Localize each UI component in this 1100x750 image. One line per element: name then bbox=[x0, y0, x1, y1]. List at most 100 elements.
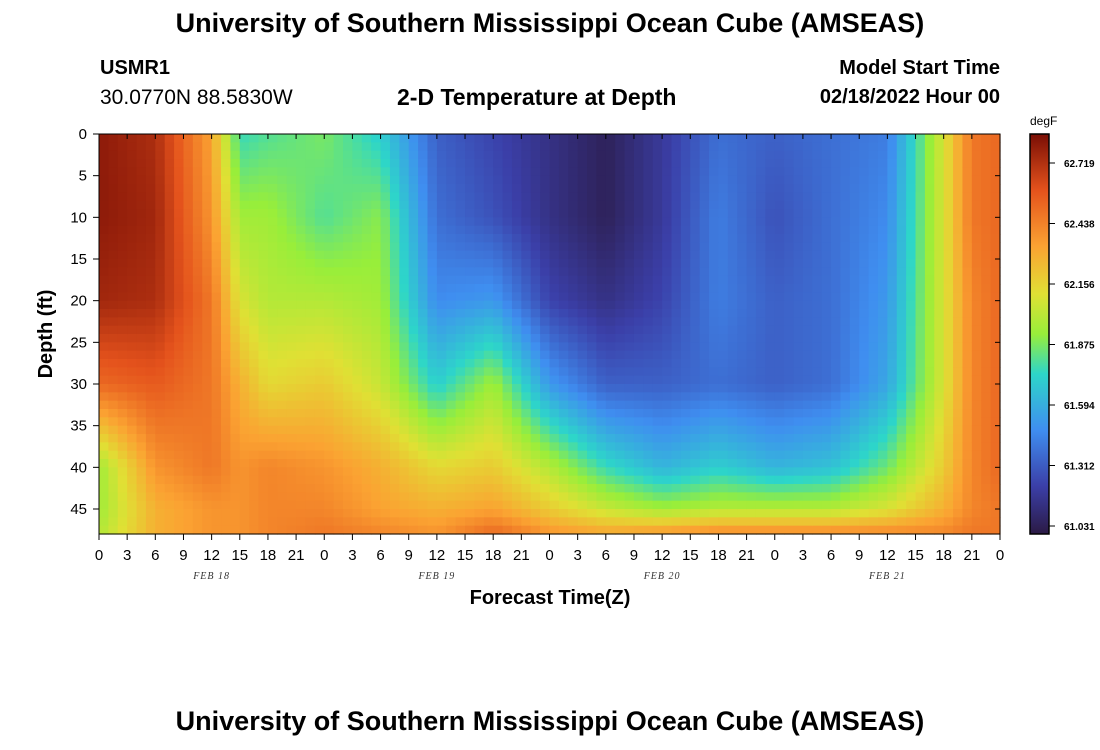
heatmap-cell bbox=[436, 359, 447, 368]
heatmap-cell bbox=[587, 359, 598, 368]
heatmap-cell bbox=[924, 350, 935, 360]
heatmap-cell bbox=[727, 175, 738, 185]
heatmap-cell bbox=[305, 417, 316, 427]
heatmap-cell bbox=[164, 384, 175, 393]
heatmap-cell bbox=[183, 242, 194, 252]
heatmap-cell bbox=[774, 134, 785, 143]
heatmap-cell bbox=[568, 425, 579, 435]
heatmap-cell bbox=[361, 375, 372, 385]
heatmap-cell bbox=[652, 250, 663, 260]
heatmap-cell bbox=[718, 200, 729, 210]
heatmap-cell bbox=[568, 267, 579, 277]
heatmap-cell bbox=[511, 459, 522, 468]
heatmap-cell bbox=[915, 242, 926, 252]
heatmap-cell bbox=[896, 417, 907, 427]
heatmap-cell bbox=[202, 317, 213, 327]
heatmap-cell bbox=[164, 217, 175, 227]
heatmap-cell bbox=[521, 167, 532, 177]
heatmap-cell bbox=[943, 309, 954, 318]
heatmap-cell bbox=[605, 434, 616, 443]
heatmap-cell bbox=[446, 217, 457, 227]
heatmap-cell bbox=[962, 384, 973, 393]
heatmap-cell bbox=[652, 359, 663, 368]
heatmap-cell bbox=[483, 292, 494, 302]
heatmap-cell bbox=[474, 184, 485, 193]
heatmap-cell bbox=[502, 500, 513, 510]
heatmap-cell bbox=[493, 367, 504, 377]
heatmap-cell bbox=[746, 300, 757, 310]
heatmap-cell bbox=[361, 150, 372, 160]
heatmap-cell bbox=[221, 517, 231, 527]
heatmap-cell bbox=[624, 434, 635, 443]
heatmap-cell bbox=[530, 242, 541, 252]
heatmap-cell bbox=[145, 242, 156, 252]
heatmap-cell bbox=[361, 167, 372, 177]
heatmap-cell bbox=[183, 209, 194, 218]
x-tick-label: 18 bbox=[485, 547, 502, 564]
heatmap-cell bbox=[924, 192, 935, 202]
heatmap-cell bbox=[502, 325, 513, 335]
heatmap-cell bbox=[868, 284, 879, 293]
x-tick-label: 0 bbox=[771, 547, 779, 564]
heatmap-cell bbox=[737, 500, 748, 510]
heatmap-cell bbox=[793, 134, 804, 143]
heatmap-cell bbox=[624, 175, 635, 185]
heatmap-cell bbox=[352, 134, 363, 143]
heatmap-cell bbox=[680, 459, 691, 468]
heatmap-cell bbox=[877, 359, 888, 368]
heatmap-cell bbox=[737, 225, 748, 235]
heatmap-cell bbox=[502, 167, 513, 177]
heatmap-cell bbox=[990, 409, 1001, 418]
heatmap-cell bbox=[127, 384, 138, 393]
heatmap-cell bbox=[399, 525, 410, 535]
heatmap-cell bbox=[981, 517, 992, 527]
heatmap-cell bbox=[145, 467, 156, 477]
heatmap-cell bbox=[117, 467, 128, 477]
heatmap-cell bbox=[511, 300, 522, 310]
heatmap-cell bbox=[793, 250, 804, 260]
heatmap-cell bbox=[258, 384, 269, 393]
heatmap-cell bbox=[136, 450, 147, 460]
heatmap-cell bbox=[812, 134, 823, 143]
heatmap-cell bbox=[587, 184, 598, 193]
y-tick-label: 30 bbox=[70, 376, 87, 393]
heatmap-cell bbox=[596, 150, 607, 160]
heatmap-cell bbox=[953, 342, 964, 352]
heatmap-cell bbox=[718, 250, 729, 260]
heatmap-cell bbox=[849, 342, 860, 352]
heatmap-cell bbox=[108, 217, 119, 227]
heatmap-cell bbox=[727, 134, 738, 143]
x-tick-label: 18 bbox=[710, 547, 727, 564]
heatmap-cell bbox=[558, 292, 569, 302]
heatmap-cell bbox=[558, 167, 569, 177]
heatmap-cell bbox=[230, 509, 241, 518]
heatmap-cell bbox=[643, 234, 654, 243]
heatmap-cell bbox=[314, 442, 325, 452]
heatmap-cell bbox=[934, 217, 945, 227]
heatmap-cell bbox=[990, 359, 1001, 368]
heatmap-cell bbox=[277, 150, 288, 160]
heatmap-cell bbox=[615, 284, 626, 293]
heatmap-cell bbox=[549, 175, 560, 185]
heatmap-cell bbox=[183, 275, 194, 285]
heatmap-cell bbox=[633, 317, 644, 327]
heatmap-cell bbox=[230, 250, 241, 260]
heatmap-cell bbox=[887, 259, 898, 268]
heatmap-cell bbox=[568, 292, 579, 302]
heatmap-cell bbox=[427, 242, 438, 252]
heatmap-cell bbox=[389, 484, 400, 493]
heatmap-cell bbox=[202, 167, 213, 177]
heatmap-cell bbox=[249, 384, 260, 393]
heatmap-cell bbox=[164, 350, 175, 360]
heatmap-cell bbox=[230, 267, 241, 277]
heatmap-cell bbox=[192, 317, 203, 327]
heatmap-cell bbox=[202, 242, 213, 252]
heatmap-cell bbox=[943, 417, 954, 427]
heatmap-cell bbox=[389, 417, 400, 427]
heatmap-cell bbox=[99, 292, 109, 302]
heatmap-cell bbox=[267, 409, 278, 418]
heatmap-cell bbox=[174, 167, 185, 177]
heatmap-cell bbox=[765, 150, 776, 160]
heatmap-cell bbox=[333, 467, 344, 477]
heatmap-cell bbox=[530, 275, 541, 285]
